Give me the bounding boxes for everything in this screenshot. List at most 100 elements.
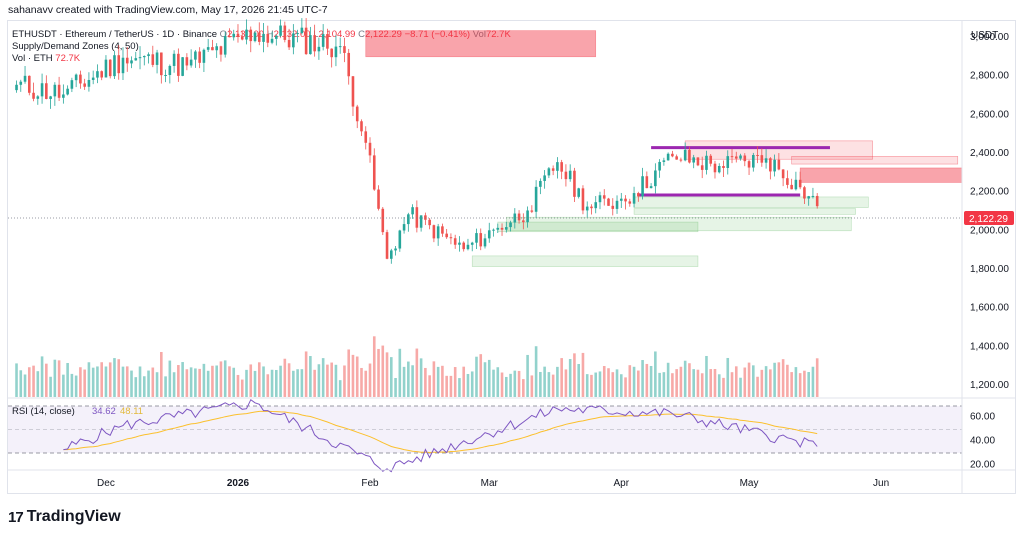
volume-bar [390, 357, 393, 397]
candle-body [232, 33, 236, 38]
volume-bar [462, 366, 466, 397]
candle-body [419, 215, 423, 228]
candle-body [585, 206, 589, 211]
volume-bar [334, 364, 338, 397]
volume-bar [573, 353, 576, 397]
candle-body [666, 153, 670, 161]
candle-body [619, 198, 623, 201]
candle-body [407, 214, 410, 225]
volume-indicator-value: 72.7K [55, 53, 81, 64]
rsi-title[interactable]: RSI (14, close) [12, 406, 75, 417]
candle-body [390, 250, 393, 259]
candle-body [722, 166, 725, 168]
volume-bar [138, 366, 142, 397]
key-levels [638, 146, 830, 197]
candle-body [700, 165, 704, 170]
candle-body [730, 156, 734, 158]
candle-body [364, 131, 368, 143]
volume-bar [781, 359, 785, 397]
volume-bar [240, 379, 244, 397]
volume-bar [343, 365, 346, 397]
volume-bar [185, 369, 189, 397]
volume-bar [568, 359, 572, 397]
volume-bar [769, 369, 772, 397]
volume-bar [747, 362, 751, 397]
candle-body [194, 51, 197, 60]
volume-bar [407, 361, 410, 397]
candle-body [134, 58, 138, 61]
volume-bar [688, 363, 691, 397]
candle-body [424, 215, 427, 220]
candle-body [57, 84, 61, 98]
volume-bar [803, 370, 806, 397]
candle-body [705, 155, 708, 170]
volume-bar [15, 363, 18, 397]
currency-label[interactable]: USDT [971, 30, 998, 41]
tradingview-logo[interactable]: 17 TradingView [8, 508, 121, 526]
candle-body [198, 51, 201, 63]
volume-bar [317, 364, 321, 397]
volume-bar [296, 369, 299, 397]
candle-body [551, 168, 555, 171]
candle-body [543, 175, 546, 181]
volume-bar [53, 359, 57, 397]
candle-body [624, 198, 627, 202]
open-label: O [219, 29, 228, 40]
candle-body [215, 46, 218, 51]
volume-bar [445, 375, 448, 397]
volume-bar [585, 374, 589, 397]
candle-body [453, 238, 457, 245]
candle-body [142, 56, 146, 58]
candle-body [368, 142, 372, 156]
candle-body [355, 106, 359, 122]
candle-body [760, 155, 764, 163]
candle-body [688, 149, 691, 163]
volume-bar [449, 375, 453, 397]
candle-body [45, 83, 48, 99]
candle-body [679, 159, 683, 161]
candle-body [509, 222, 512, 228]
candle-body [62, 94, 65, 98]
volume-bar [709, 369, 713, 397]
candle-body [654, 170, 657, 187]
change-value: −8.71 (−0.41%) [404, 29, 471, 40]
indicator-legend[interactable]: Supply/Demand Zones (4, 50) [12, 41, 139, 53]
volume-bar [36, 371, 40, 397]
volume-bar [275, 369, 278, 397]
volume-bar [108, 362, 112, 397]
time-axis: Dec 2026 Feb Mar Apr May Jun [97, 478, 889, 489]
candle-body [151, 54, 155, 65]
candle-body [709, 155, 713, 164]
candle-body [573, 170, 576, 197]
volume-bar [458, 378, 461, 397]
candle-body [223, 35, 227, 55]
volume-bar [27, 367, 31, 397]
volume-bar [270, 369, 274, 397]
volume-bar [253, 370, 257, 397]
volume-bar [96, 366, 99, 397]
candle-body [764, 158, 768, 163]
volume-bar [581, 352, 585, 397]
candle-body [564, 171, 568, 180]
candle-body [240, 36, 244, 40]
candle-body [87, 79, 91, 87]
volume-bar [364, 370, 368, 397]
volume-bar [675, 369, 678, 397]
volume-legend[interactable]: Vol · ETH 72.7K [12, 53, 80, 65]
candle-body [560, 162, 563, 172]
candle-body [66, 88, 69, 95]
volume-bar [739, 377, 742, 397]
candle-body [228, 35, 231, 38]
volume-bar [590, 374, 593, 397]
candle-body [121, 57, 125, 74]
volume-bar [513, 370, 517, 397]
volume-bar [385, 352, 389, 397]
volume-bar [104, 366, 108, 397]
candle-body [360, 121, 363, 132]
candle-body [492, 229, 495, 231]
demand-zone [633, 208, 856, 215]
volume-bar [249, 364, 253, 397]
volume-bar [23, 374, 27, 397]
price-tick-label: 1,800.00 [970, 264, 1009, 275]
